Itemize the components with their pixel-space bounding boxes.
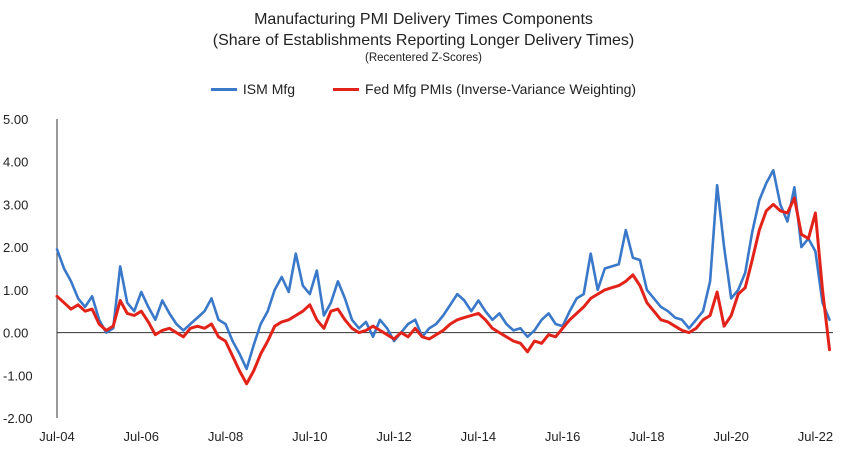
legend-swatch-ism [210, 87, 237, 91]
y-tick-label: 2.00 [3, 240, 28, 255]
y-tick-label: 5.00 [3, 112, 28, 127]
series-line-ism-mfg [55, 169, 831, 371]
legend-item-ism: ISM Mfg [210, 81, 296, 97]
y-tick-label: -1.00 [3, 368, 33, 383]
chart-subtitle: (Share of Establishments Reporting Longe… [212, 32, 635, 49]
x-tick-label: Jul-06 [124, 429, 159, 444]
x-tick-label: Jul-08 [208, 429, 243, 444]
x-tick-label: Jul-20 [713, 429, 748, 444]
legend-swatch-fed [333, 87, 360, 91]
x-tick-label: Jul-18 [629, 429, 664, 444]
y-tick-label: -2.00 [3, 411, 33, 426]
x-tick-label: Jul-04 [39, 429, 74, 444]
y-tick-label: 3.00 [3, 197, 28, 212]
x-tick-label: Jul-16 [545, 429, 580, 444]
y-tick-label: 1.00 [3, 283, 28, 298]
chart-legend: ISM Mfg Fed Mfg PMIs (Inverse-Variance W… [0, 81, 847, 97]
x-tick-label: Jul-10 [292, 429, 327, 444]
y-tick-label: 4.00 [3, 155, 28, 170]
x-tick-label: Jul-14 [461, 429, 496, 444]
chart-note: (Recentered Z-Scores) [365, 52, 482, 64]
legend-item-fed: Fed Mfg PMIs (Inverse-Variance Weighting… [333, 81, 636, 97]
y-tick-label: 0.00 [3, 326, 28, 341]
legend-label-fed: Fed Mfg PMIs (Inverse-Variance Weighting… [365, 81, 637, 97]
series-line-fed-mfg-pmis [55, 196, 831, 386]
x-tick-label: Jul-22 [798, 429, 833, 444]
x-tick-label: Jul-12 [376, 429, 411, 444]
legend-label-ism: ISM Mfg [242, 81, 296, 97]
chart-title: Manufacturing PMI Delivery Times Compone… [254, 11, 593, 28]
